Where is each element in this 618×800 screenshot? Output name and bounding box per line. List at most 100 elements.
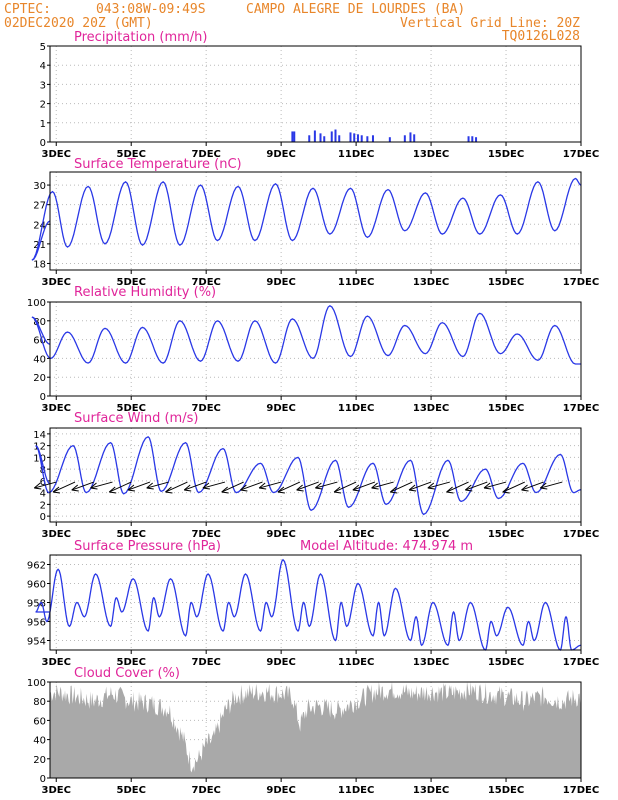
y-tick-label: 960: [27, 580, 46, 591]
wind-arrow: [277, 481, 301, 494]
precip-bar: [467, 136, 470, 142]
x-tick-label: 11DEC: [338, 277, 374, 288]
wind-arrow-shaft: [259, 481, 282, 489]
wind-arrow: [333, 481, 357, 494]
wind-arrow-shaft: [277, 481, 301, 493]
wind-arrow-head: [427, 482, 435, 490]
x-tick-label: 9DEC: [266, 149, 295, 160]
panel-frame: [49, 45, 582, 143]
header-run-time: 02DEC2020 20Z (GMT): [4, 16, 153, 31]
wind-arrow: [352, 481, 376, 492]
x-tick-label: 15DEC: [488, 785, 524, 796]
wind-arrow-head: [127, 484, 136, 492]
wind-arrow: [408, 481, 432, 492]
y-tick-label: 2: [40, 500, 46, 511]
x-tick-label: 17DEC: [563, 657, 599, 668]
wind-arrow-head: [446, 486, 454, 494]
x-tick-label: 11DEC: [338, 785, 374, 796]
panel-title: Surface Temperature (nC): [74, 157, 242, 172]
wind-arrow: [539, 481, 563, 490]
x-tick-label: 7DEC: [191, 785, 220, 796]
wind-arrow: [90, 481, 113, 490]
x-tick-label: 9DEC: [266, 529, 295, 540]
x-tick-label: 3DEC: [42, 277, 71, 288]
y-tick-label: 956: [27, 618, 46, 629]
wind-arrow-shaft: [540, 481, 563, 489]
y-tick-label: 80: [33, 317, 46, 328]
wind-arrow-shaft: [52, 481, 76, 493]
wind-arrow-shaft: [333, 481, 357, 493]
x-tick-label: 5DEC: [116, 657, 145, 668]
wind-arrow: [146, 481, 169, 490]
x-tick-label: 7DEC: [191, 149, 220, 160]
wind-arrow-shaft: [446, 481, 469, 493]
header-coordinates: 043:08W-09:49S: [96, 2, 206, 17]
y-tick-label: 27: [33, 201, 46, 212]
y-tick-label: 958: [27, 599, 46, 610]
wind-arrow-shaft: [408, 481, 432, 491]
wind-arrow-shaft: [427, 481, 450, 489]
wind-arrow-shaft: [240, 481, 263, 491]
precip-bar: [293, 131, 296, 142]
precip-bar: [349, 132, 352, 142]
wind-arrow-head: [539, 482, 548, 490]
header-source: CPTEC:: [4, 2, 51, 17]
wind-arrow-head: [483, 482, 492, 490]
wind-arrow-head: [390, 486, 398, 494]
x-tick-label: 5DEC: [116, 529, 145, 540]
y-tick-label: 0: [40, 512, 46, 523]
wind-arrow-shaft: [221, 481, 244, 493]
wind-arrow-shaft: [296, 481, 319, 491]
wind-arrow-head: [33, 482, 42, 490]
precip-bar: [475, 137, 478, 142]
y-tick-label: 24: [33, 220, 46, 231]
wind-arrow-head: [90, 482, 98, 490]
wind-arrow: [52, 481, 76, 494]
x-tick-label: 11DEC: [338, 657, 374, 668]
precip-bar: [413, 134, 416, 142]
precip-bar: [353, 133, 356, 142]
x-tick-label: 9DEC: [266, 403, 295, 414]
wind-arrow-shaft: [465, 481, 488, 491]
wind-arrow-head: [183, 484, 192, 492]
wind-arrow: [371, 481, 394, 490]
wind-arrow: [183, 481, 207, 492]
precip-bar: [409, 132, 412, 142]
y-tick-label: 100: [27, 298, 46, 309]
wind-arrow-shaft: [202, 481, 226, 489]
wind-arrow-head: [258, 482, 267, 490]
precip-bar: [403, 135, 406, 142]
wind-arrow: [202, 481, 226, 490]
wind-arrow-head: [502, 486, 510, 494]
y-tick-label: 4: [40, 489, 46, 500]
y-tick-label: 20: [33, 755, 46, 766]
panel-frame: [49, 427, 582, 523]
wind-arrow: [240, 481, 263, 492]
wind-arrow-head: [108, 486, 117, 494]
wind-arrow-head: [146, 482, 154, 490]
x-tick-label: 3DEC: [42, 403, 71, 414]
series-line: [35, 558, 582, 651]
wind-arrow-head: [296, 484, 304, 492]
series-line: [35, 435, 582, 516]
y-tick-label: 954: [27, 637, 46, 648]
wind-arrow: [165, 481, 188, 494]
wind-arrow-head: [52, 486, 61, 494]
y-tick-label: 6: [40, 477, 46, 488]
wind-arrow-head: [202, 482, 210, 490]
panel-title: Precipitation (mm/h): [74, 30, 207, 45]
y-tick-label: 80: [33, 697, 46, 708]
x-tick-label: 17DEC: [563, 149, 599, 160]
x-tick-label: 11DEC: [338, 149, 374, 160]
wind-arrow: [258, 481, 282, 490]
x-tick-label: 15DEC: [488, 277, 524, 288]
x-tick-label: 13DEC: [413, 529, 449, 540]
y-tick-label: 1: [40, 119, 46, 130]
wind-arrow: [71, 481, 94, 492]
wind-arrow: [427, 481, 450, 490]
header-model-id: TQ0126L028: [502, 29, 580, 44]
y-tick-label: 60: [33, 336, 46, 347]
panel-title: Surface Pressure (hPa): [74, 539, 221, 554]
y-tick-label: 100: [27, 678, 46, 689]
